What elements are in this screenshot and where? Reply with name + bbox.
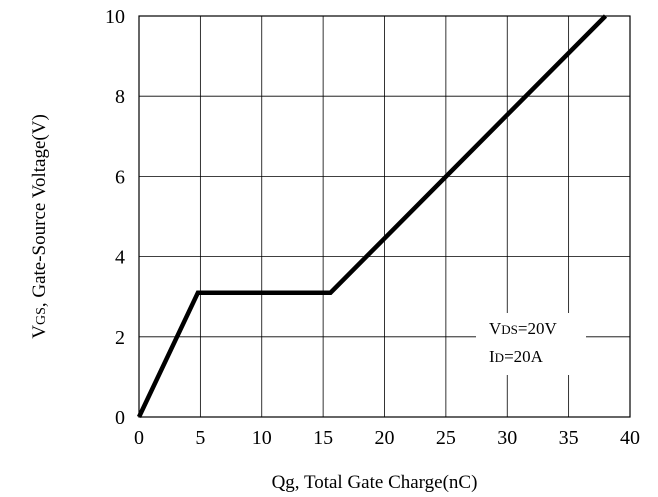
y-axis-ticks: 0 2 4 6 8 10 (105, 6, 125, 429)
annotation-id-main: I (489, 347, 495, 366)
y-tick-label: 6 (115, 166, 125, 188)
series-line (136, 14, 608, 418)
annotation-id-sub: D (495, 350, 504, 365)
plot-frame (138, 15, 631, 418)
y-tick-label: 0 (115, 407, 125, 429)
x-tick-label: 35 (559, 427, 579, 449)
x-tick-label: 0 (134, 427, 144, 449)
annotation-id: ID=20A (489, 347, 544, 366)
annotation-box (476, 313, 586, 375)
y-axis-label-sub: GS (34, 307, 49, 325)
series-layer (136, 14, 608, 418)
annotation-vds-rest: =20V (518, 319, 558, 338)
x-tick-label: 20 (375, 427, 395, 449)
grid (138, 15, 631, 418)
annotation-vds-main: V (489, 319, 502, 338)
y-tick-label: 4 (115, 247, 125, 269)
x-tick-label: 5 (195, 427, 205, 449)
annotation-vds: VDS=20V (489, 319, 557, 338)
x-axis-ticks: 0 5 10 15 20 25 30 35 40 (134, 427, 640, 449)
x-tick-label: 30 (497, 427, 517, 449)
x-tick-label: 15 (313, 427, 333, 449)
x-tick-label: 25 (436, 427, 456, 449)
annotation-vds-sub: DS (501, 322, 518, 337)
y-tick-label: 8 (115, 86, 125, 108)
annotation-id-rest: =20A (504, 347, 544, 366)
y-axis-label-main: V (29, 325, 50, 339)
y-axis-label-rest: , Gate-Source Voltage(V) (29, 114, 50, 307)
x-axis-label: Qg, Total Gate Charge(nC) (272, 472, 478, 493)
y-axis-label: VGS, Gate-Source Voltage(V) (29, 114, 50, 339)
y-tick-label: 2 (115, 327, 125, 349)
x-tick-label: 10 (252, 427, 272, 449)
x-tick-label: 40 (620, 427, 640, 449)
y-tick-label: 10 (105, 6, 125, 28)
